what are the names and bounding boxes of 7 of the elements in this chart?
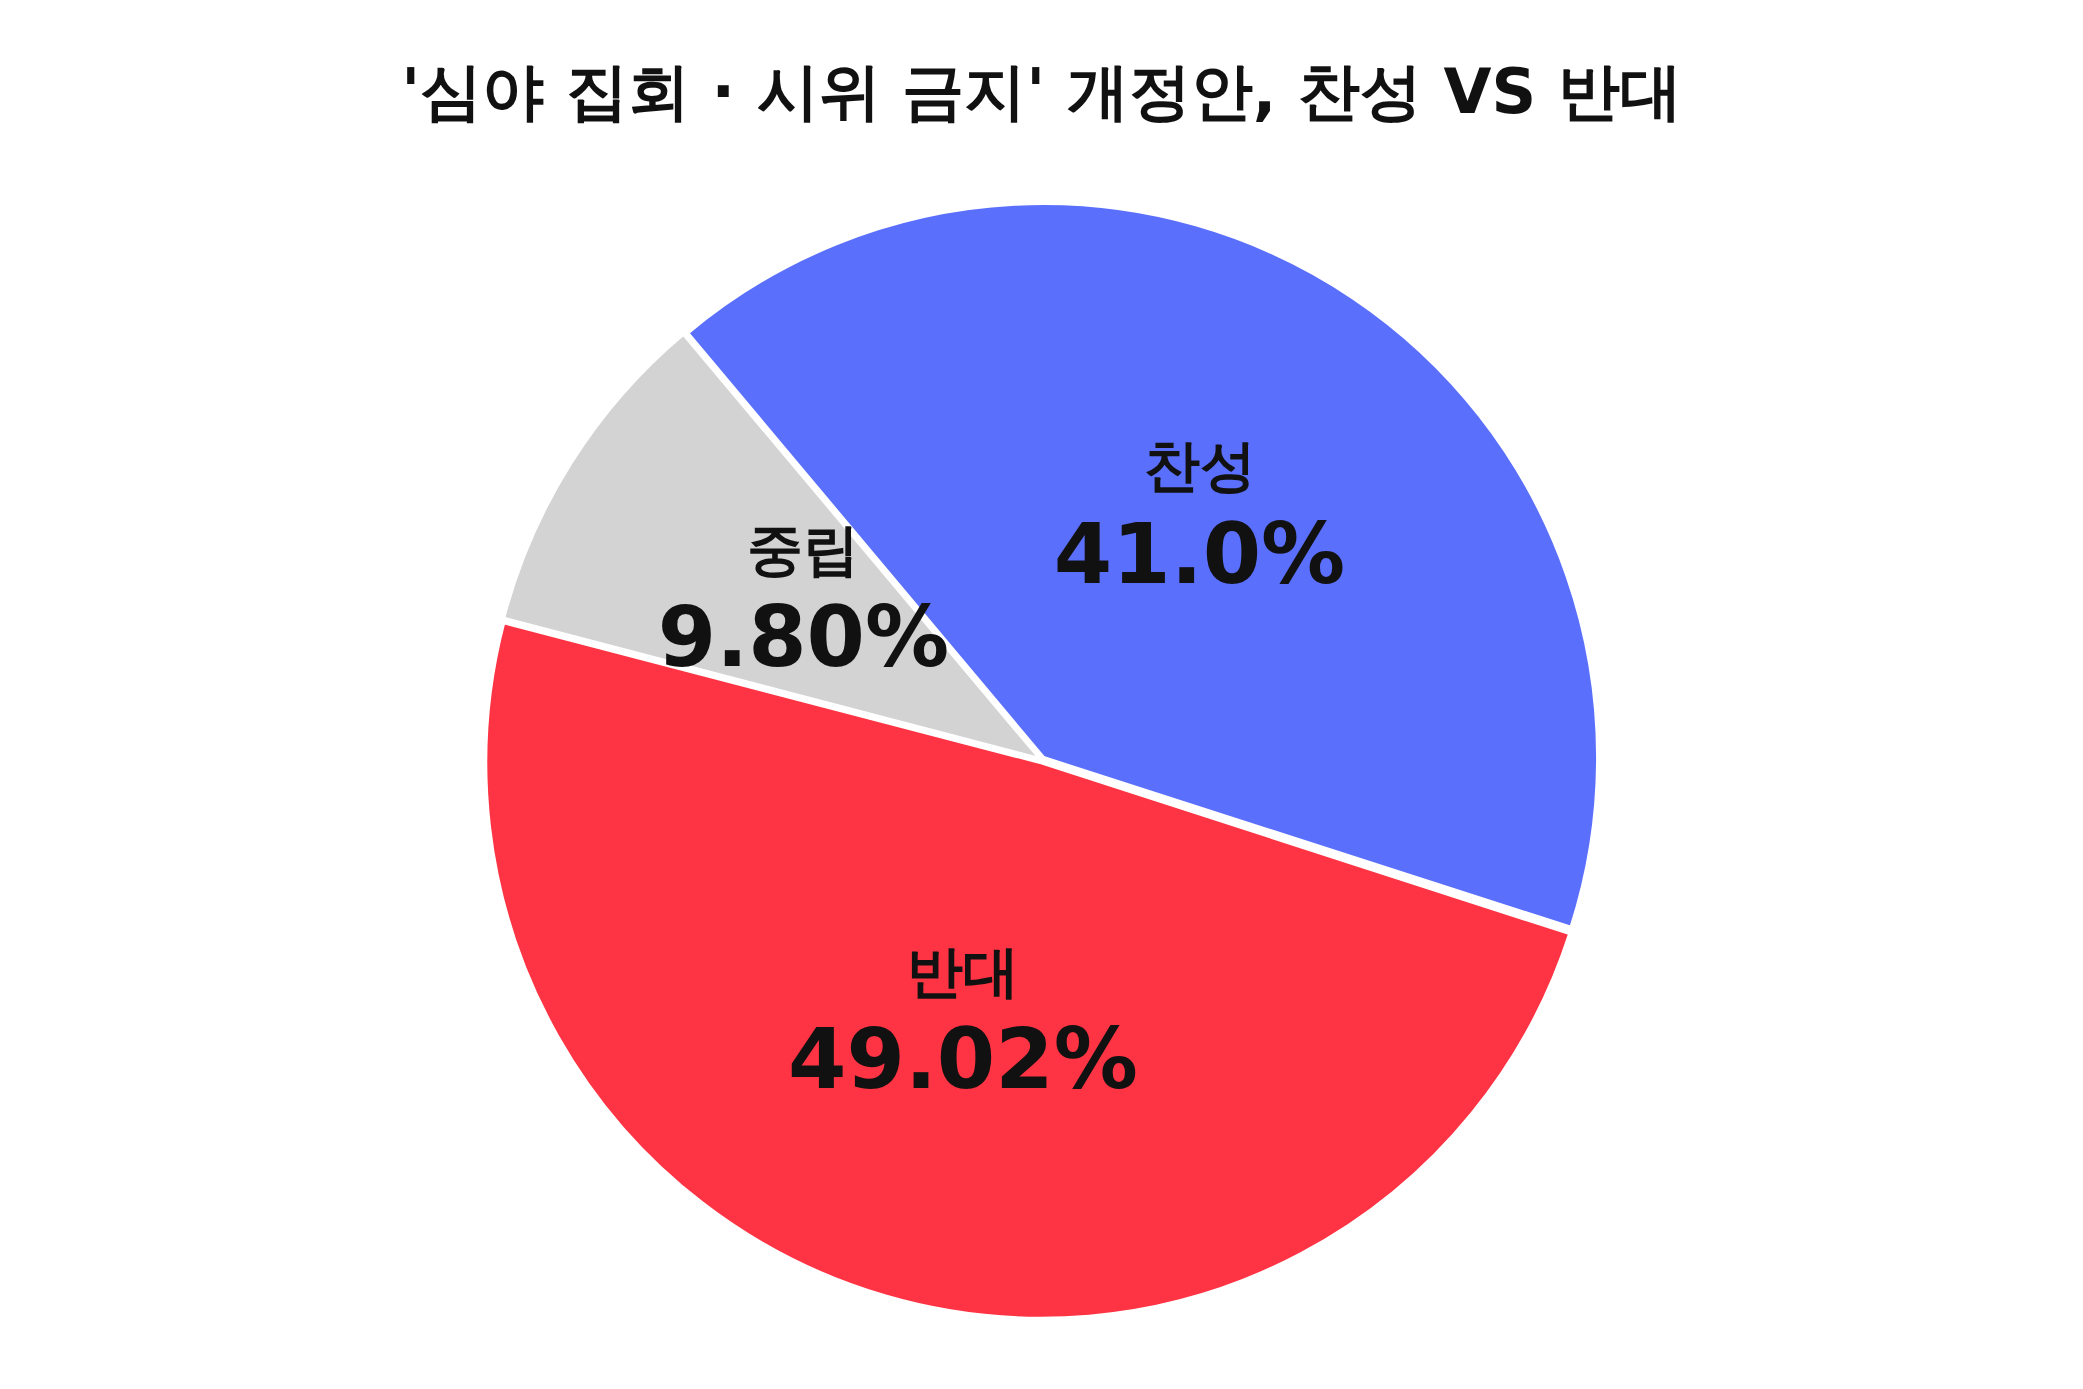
data-label: 49.02% bbox=[787, 1009, 1138, 1108]
data-label: 41.0% bbox=[1053, 504, 1345, 603]
slice-label: 찬성 bbox=[1143, 433, 1256, 499]
slice-label: 반대 bbox=[906, 938, 1019, 1004]
data-label: 9.80% bbox=[657, 587, 949, 686]
slice-label: 중립 bbox=[747, 516, 859, 582]
chart-title: '심야 집회 · 시위 금지' 개정안, 찬성 VS 반대 bbox=[400, 54, 1683, 130]
